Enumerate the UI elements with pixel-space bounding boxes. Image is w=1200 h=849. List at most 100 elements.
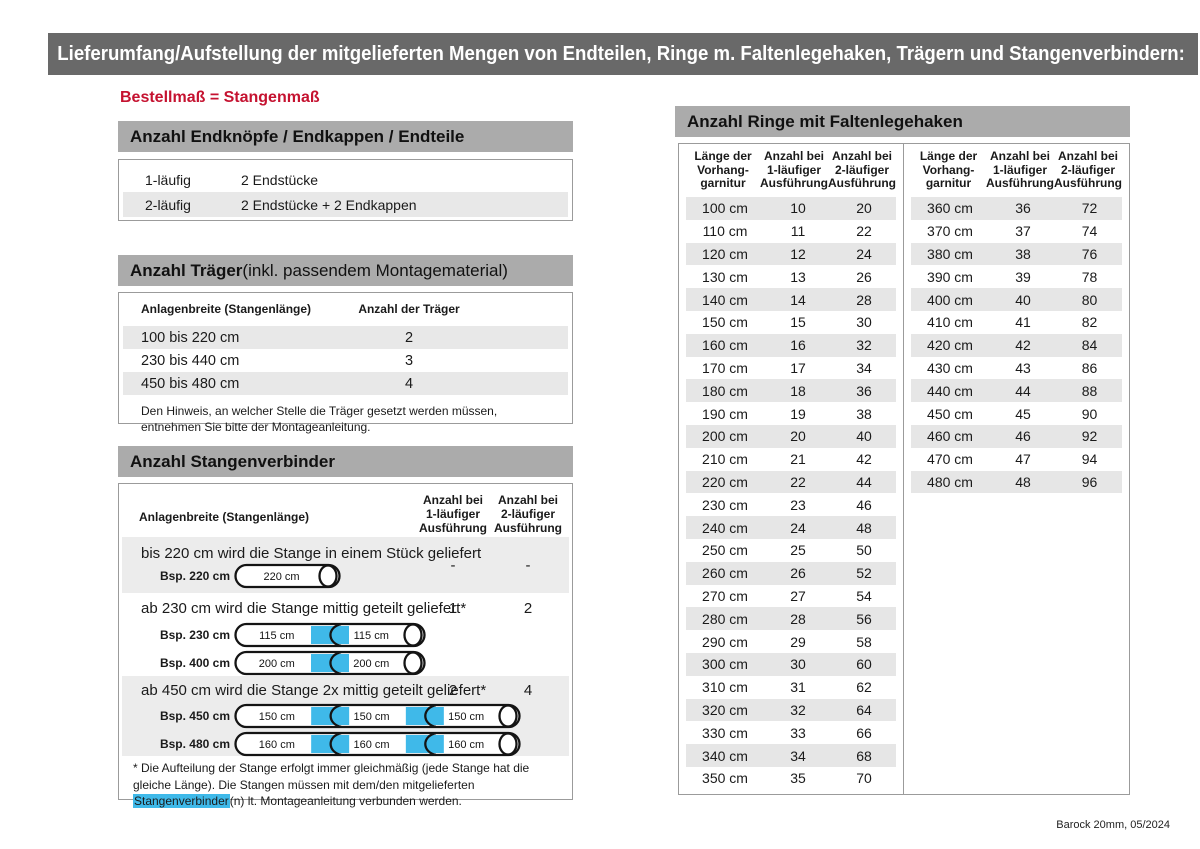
count-2-laeufig-cell: 34	[856, 359, 872, 376]
length-cell: 230 cm	[702, 496, 748, 513]
table-row: 200 cm 20 40	[686, 424, 896, 448]
count-1-laeufig-cell: 15	[790, 314, 806, 331]
traeger-col1-header: Anlagenbreite (Stangenlänge)	[141, 302, 312, 316]
table-row: 380 cm 38 76	[911, 242, 1122, 266]
length-cell: 300 cm	[702, 656, 748, 673]
table-row: 100 cm 10 20	[686, 197, 896, 220]
rod-diagram: 115 cm 115 cm	[234, 622, 426, 648]
section-header-ringe-label: Anzahl Ringe mit Faltenlegehaken	[687, 111, 963, 131]
length-cell: 460 cm	[927, 428, 973, 445]
group-description: ab 230 cm wird die Stange mittig geteilt…	[141, 600, 467, 617]
range-cell: 450 bis 480 cm	[141, 375, 240, 392]
ringe-left-body: 100 cm 10 20 110 cm 11 22 120 cm 12 24 130 cm 13 26…	[679, 197, 903, 790]
table-row: 120 cm 12 24	[686, 242, 896, 266]
count-1-laeufig-cell: 30	[790, 656, 806, 673]
svg-text:115 cm: 115 cm	[354, 630, 389, 642]
table-row: 470 cm 47 94	[911, 448, 1122, 471]
footnote-text-after: (n) lt. Montageanleitung verbunden werde…	[229, 794, 462, 808]
length-cell: 470 cm	[927, 451, 973, 468]
count-1-laeufig-cell: 39	[1015, 268, 1031, 285]
length-cell: 250 cm	[702, 542, 748, 559]
count-1-laeufig-cell: 23	[790, 496, 806, 513]
length-cell: 420 cm	[927, 337, 973, 354]
table-row: 230 bis 440 cm 3	[123, 349, 568, 372]
count-1-laeufig-cell: 22	[790, 473, 806, 490]
count-1-laeufig: 1	[448, 600, 458, 617]
count-2-laeufig-cell: 82	[1081, 314, 1098, 331]
table-row: 260 cm 26 52	[686, 561, 896, 585]
row-value: 2 Endstücke	[241, 171, 319, 188]
svg-text:160 cm: 160 cm	[448, 739, 484, 751]
section-header-endteile-label: Anzahl Endknöpfe / Endkappen / Endteile	[130, 126, 465, 146]
table-row: 210 cm 21 42	[686, 448, 896, 471]
footnote-highlight: Stangenverbinder	[133, 794, 230, 808]
table-row: 400 cm 40 80	[911, 288, 1122, 311]
rod-example-label: Bsp. 480 cm	[159, 737, 230, 751]
count-1-laeufig-cell: 25	[790, 542, 806, 559]
count-1-laeufig-cell: 21	[790, 451, 806, 468]
count-1-laeufig-cell: 10	[790, 200, 806, 217]
table-row: 170 cm 17 34	[686, 357, 896, 380]
count-2-laeufig-cell: 88	[1081, 382, 1098, 399]
count-1-laeufig: 2	[448, 682, 458, 699]
count-1-laeufig-cell: 29	[790, 633, 806, 650]
length-cell: 340 cm	[702, 747, 748, 764]
count-1-laeufig-cell: 18	[790, 382, 806, 399]
svg-text:160 cm: 160 cm	[259, 739, 295, 751]
range-cell: 100 bis 220 cm	[141, 329, 240, 346]
count-2-laeufig-cell: 36	[856, 382, 872, 399]
rod-example-label: Bsp. 220 cm	[159, 569, 230, 583]
count-2-laeufig-cell: 72	[1081, 200, 1098, 217]
rod-diagram: 220 cm	[234, 563, 341, 589]
traeger-note: Den Hinweis, an welcher Stelle die Träge…	[141, 404, 498, 434]
length-cell: 390 cm	[927, 268, 973, 285]
table-row: 130 cm 13 26	[686, 265, 896, 288]
table-row: 100 bis 220 cm 2	[123, 326, 568, 349]
count-1-laeufig-cell: 48	[1015, 473, 1031, 490]
length-cell: 360 cm	[927, 200, 973, 217]
table-row: 360 cm 36 72	[911, 197, 1122, 220]
count-1-laeufig-cell: 37	[1015, 223, 1031, 240]
count-2-laeufig-cell: 44	[856, 473, 872, 490]
length-cell: 260 cm	[702, 565, 748, 582]
length-cell: 440 cm	[927, 382, 973, 399]
length-cell: 140 cm	[702, 291, 748, 308]
table-row: 430 cm 43 86	[911, 357, 1122, 380]
count-2-laeufig-cell: 84	[1081, 337, 1098, 354]
table-row: 350 cm 35 70	[686, 767, 896, 790]
table-row: 420 cm 42 84	[911, 333, 1122, 357]
verbinder-footnote: * Die Aufteilung der Stange erfolgt imme…	[133, 760, 567, 810]
svg-text:160 cm: 160 cm	[353, 739, 389, 751]
length-cell: 170 cm	[702, 359, 748, 376]
count-1-laeufig-cell: 31	[790, 679, 806, 696]
count-1-laeufig-cell: 42	[1015, 337, 1031, 354]
count-2-laeufig-cell: 66	[856, 724, 872, 741]
length-cell: 290 cm	[702, 633, 748, 650]
table-row: 440 cm 44 88	[911, 379, 1122, 403]
ringe-right-body: 360 cm 36 72 370 cm 37 74 380 cm 38 76 390 cm 39 78…	[904, 197, 1129, 494]
table-row: 390 cm 39 78	[911, 265, 1122, 288]
row-value: 2 Endstücke + 2 Endkappen	[241, 196, 417, 213]
count-1-laeufig-cell: 47	[1015, 451, 1031, 468]
count-2-laeufig-cell: 24	[856, 245, 872, 262]
length-cell: 480 cm	[927, 473, 973, 490]
count-2-laeufig-cell: 20	[856, 200, 872, 217]
verbinder-col2-header: Anzahl bei 1-läufiger Ausführung	[419, 493, 487, 535]
table-row: 370 cm 37 74	[911, 220, 1122, 243]
row-label: 1-läufig	[145, 171, 191, 188]
ringe-col-len-header: Länge der Vorhang- garnitur	[919, 149, 978, 190]
count-1-laeufig-cell: 32	[790, 701, 806, 718]
table-row: 460 cm 46 92	[911, 424, 1122, 448]
count-2-laeufig-cell: 30	[856, 314, 872, 331]
length-cell: 330 cm	[702, 724, 748, 741]
traeger-table-head: Anlagenbreite (Stangenlänge) Anzahl der …	[119, 293, 572, 326]
length-cell: 380 cm	[927, 245, 973, 262]
ringe-col-1l-header: Anzahl bei 1-läufiger Ausführung	[760, 149, 828, 190]
section-header-traeger-bold: Anzahl Träger	[130, 260, 243, 280]
count-2-laeufig-cell: 54	[856, 587, 872, 604]
count-2-laeufig-cell: 46	[856, 496, 872, 513]
length-cell: 270 cm	[702, 587, 748, 604]
table-row: 480 cm 48 96	[911, 470, 1122, 494]
length-cell: 220 cm	[702, 473, 748, 490]
count-1-laeufig: -	[450, 557, 456, 574]
